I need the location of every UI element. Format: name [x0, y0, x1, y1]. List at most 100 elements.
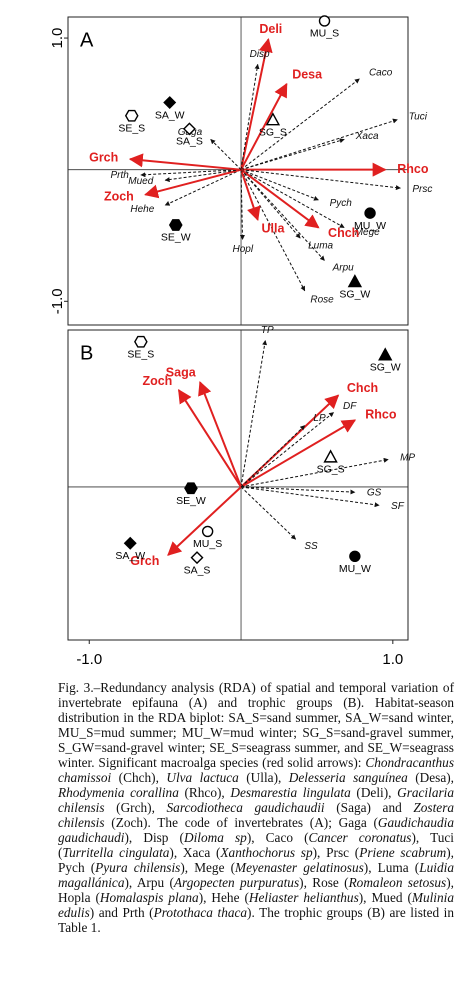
site-marker — [265, 112, 281, 126]
site-label: SE_S — [127, 349, 154, 361]
caption-italic: Romaleon setosus — [348, 875, 447, 890]
panel-label: B — [80, 342, 93, 364]
caption-italic: Heliaster helianthus — [248, 890, 359, 905]
site-marker — [347, 274, 363, 288]
arrow-label: LP — [313, 413, 326, 424]
site-marker — [163, 96, 177, 110]
macroalga-arrow — [144, 168, 242, 199]
caption-text: ), Mued ( — [358, 890, 412, 905]
macroalga-arrow — [177, 388, 242, 488]
caption-text: Fig. 3.‒Redundancy analysis (RDA) of spa… — [58, 680, 454, 770]
arrow-label: Grch — [130, 554, 159, 568]
site-marker — [124, 109, 139, 122]
species-arrow — [240, 486, 380, 508]
species-arrow — [239, 169, 245, 240]
site-marker — [323, 449, 338, 463]
caption-text: (Zoch). The code of invertebrates (A); G… — [104, 815, 378, 830]
arrow-label: Desa — [292, 68, 323, 82]
species-arrow — [210, 139, 242, 171]
macroalga-arrow — [240, 168, 320, 229]
y-tick-label: 1.0 — [49, 28, 66, 49]
macroalga-arrow — [240, 82, 288, 171]
site-label: SG_S — [259, 126, 287, 138]
arrow-label: SS — [304, 541, 318, 552]
panel-frame — [67, 329, 409, 641]
panel-frame — [67, 16, 409, 326]
caption-italic: Zostera chilensis — [58, 800, 455, 830]
caption-text: ), Tuci ( — [58, 830, 454, 860]
site-label: MU_W — [354, 220, 386, 232]
caption-italic: Xanthochorus sp — [220, 845, 313, 860]
figure: A 1.0 -1.0 Deli Desa Disp Caco Tuci Xaca Rhco Prsc… — [49, 15, 432, 668]
macroalga-arrow — [128, 153, 242, 171]
arrow-label: Rhco — [397, 162, 429, 176]
site-label: SG_S — [317, 464, 345, 476]
macroalga-arrow — [240, 419, 357, 488]
caption-text: ), Hehe ( — [198, 890, 249, 905]
caption-text: (Grch), — [104, 800, 167, 815]
caption-italic: Argopecten purpuratus — [173, 875, 300, 890]
species-arrow — [240, 78, 360, 171]
caption-italic: Protothaca thaca — [153, 905, 248, 920]
site-marker — [190, 551, 204, 565]
x-tick-label: 1.0 — [382, 651, 403, 668]
arrow-label: Chch — [328, 226, 359, 240]
caption-text: (Chch), — [111, 770, 167, 785]
caption-italic: Chondracanthus chamissoi — [58, 755, 454, 785]
caption-text: ), Hopla ( — [58, 875, 454, 905]
caption-italic: Delesseria sanguínea — [288, 770, 408, 785]
site-label: MU_W — [339, 563, 371, 575]
caption-text: ), Disp ( — [124, 830, 184, 845]
species-arrow — [241, 486, 356, 495]
species-arrow — [240, 169, 319, 201]
site-label: SA_S — [176, 136, 203, 148]
site-marker — [364, 207, 376, 219]
arrow-label: Chch — [347, 381, 378, 395]
site-marker — [123, 536, 137, 550]
arrow-label: Prsc — [412, 184, 432, 195]
macroalga-arrow — [198, 381, 242, 488]
site-label: SE_W — [176, 495, 206, 507]
site-marker — [168, 219, 183, 231]
caption-italic: Ulva lactuca — [166, 770, 239, 785]
arrow-label: TP — [261, 325, 274, 336]
arrow-label: Saga — [166, 365, 197, 379]
site-label: MU_S — [193, 538, 222, 550]
site-label: SG_W — [370, 362, 401, 374]
caption-text: ), Prsc ( — [312, 845, 360, 860]
caption-text: ) and Prth ( — [89, 905, 154, 920]
arrow-label: Arpu — [332, 263, 355, 274]
arrow-label: DF — [343, 401, 357, 412]
arrow-label: Grch — [89, 151, 118, 165]
arrow-label: Ulla — [262, 221, 286, 235]
caption-text: (Ulla), — [238, 770, 289, 785]
site-marker — [184, 482, 198, 495]
caption-italic: Luidia magallánica — [58, 860, 454, 890]
site-marker — [318, 15, 331, 27]
arrow-label: Disp — [250, 49, 270, 60]
caption-italic: Meyenaster gelatinosus — [235, 860, 364, 875]
site-label: SG_W — [339, 288, 370, 300]
caption-italic: Mulinia edulis — [58, 890, 454, 920]
arrow-label: Rhco — [365, 407, 397, 421]
species-arrow — [240, 63, 260, 170]
caption-italic: Gracilaria chilensis — [58, 785, 454, 815]
caption-text: ). The trophic groups (B) are listed in … — [58, 905, 454, 935]
caption-text: ), Caco ( — [246, 830, 309, 845]
caption-italic: Desmarestia lingulata — [230, 785, 351, 800]
caption-text: ), Luma ( — [363, 860, 420, 875]
arrow-label: Tuci — [409, 111, 428, 122]
species-arrow — [240, 169, 325, 261]
arrow-label: Xaca — [355, 131, 379, 142]
caption-italic: Diloma sp — [184, 830, 247, 845]
arrow-label: GS — [367, 487, 382, 498]
figure-caption: Fig. 3.‒Redundancy analysis (RDA) of spa… — [58, 680, 454, 935]
caption-italic: Cancer coronatus — [308, 830, 412, 845]
caption-text: (Deli), — [350, 785, 398, 800]
species-arrow — [164, 169, 242, 206]
caption-italic: Turritella cingulata — [62, 845, 170, 860]
site-marker — [201, 525, 214, 538]
caption-text: ), Rose ( — [299, 875, 349, 890]
arrow-label: Mued — [128, 176, 153, 187]
